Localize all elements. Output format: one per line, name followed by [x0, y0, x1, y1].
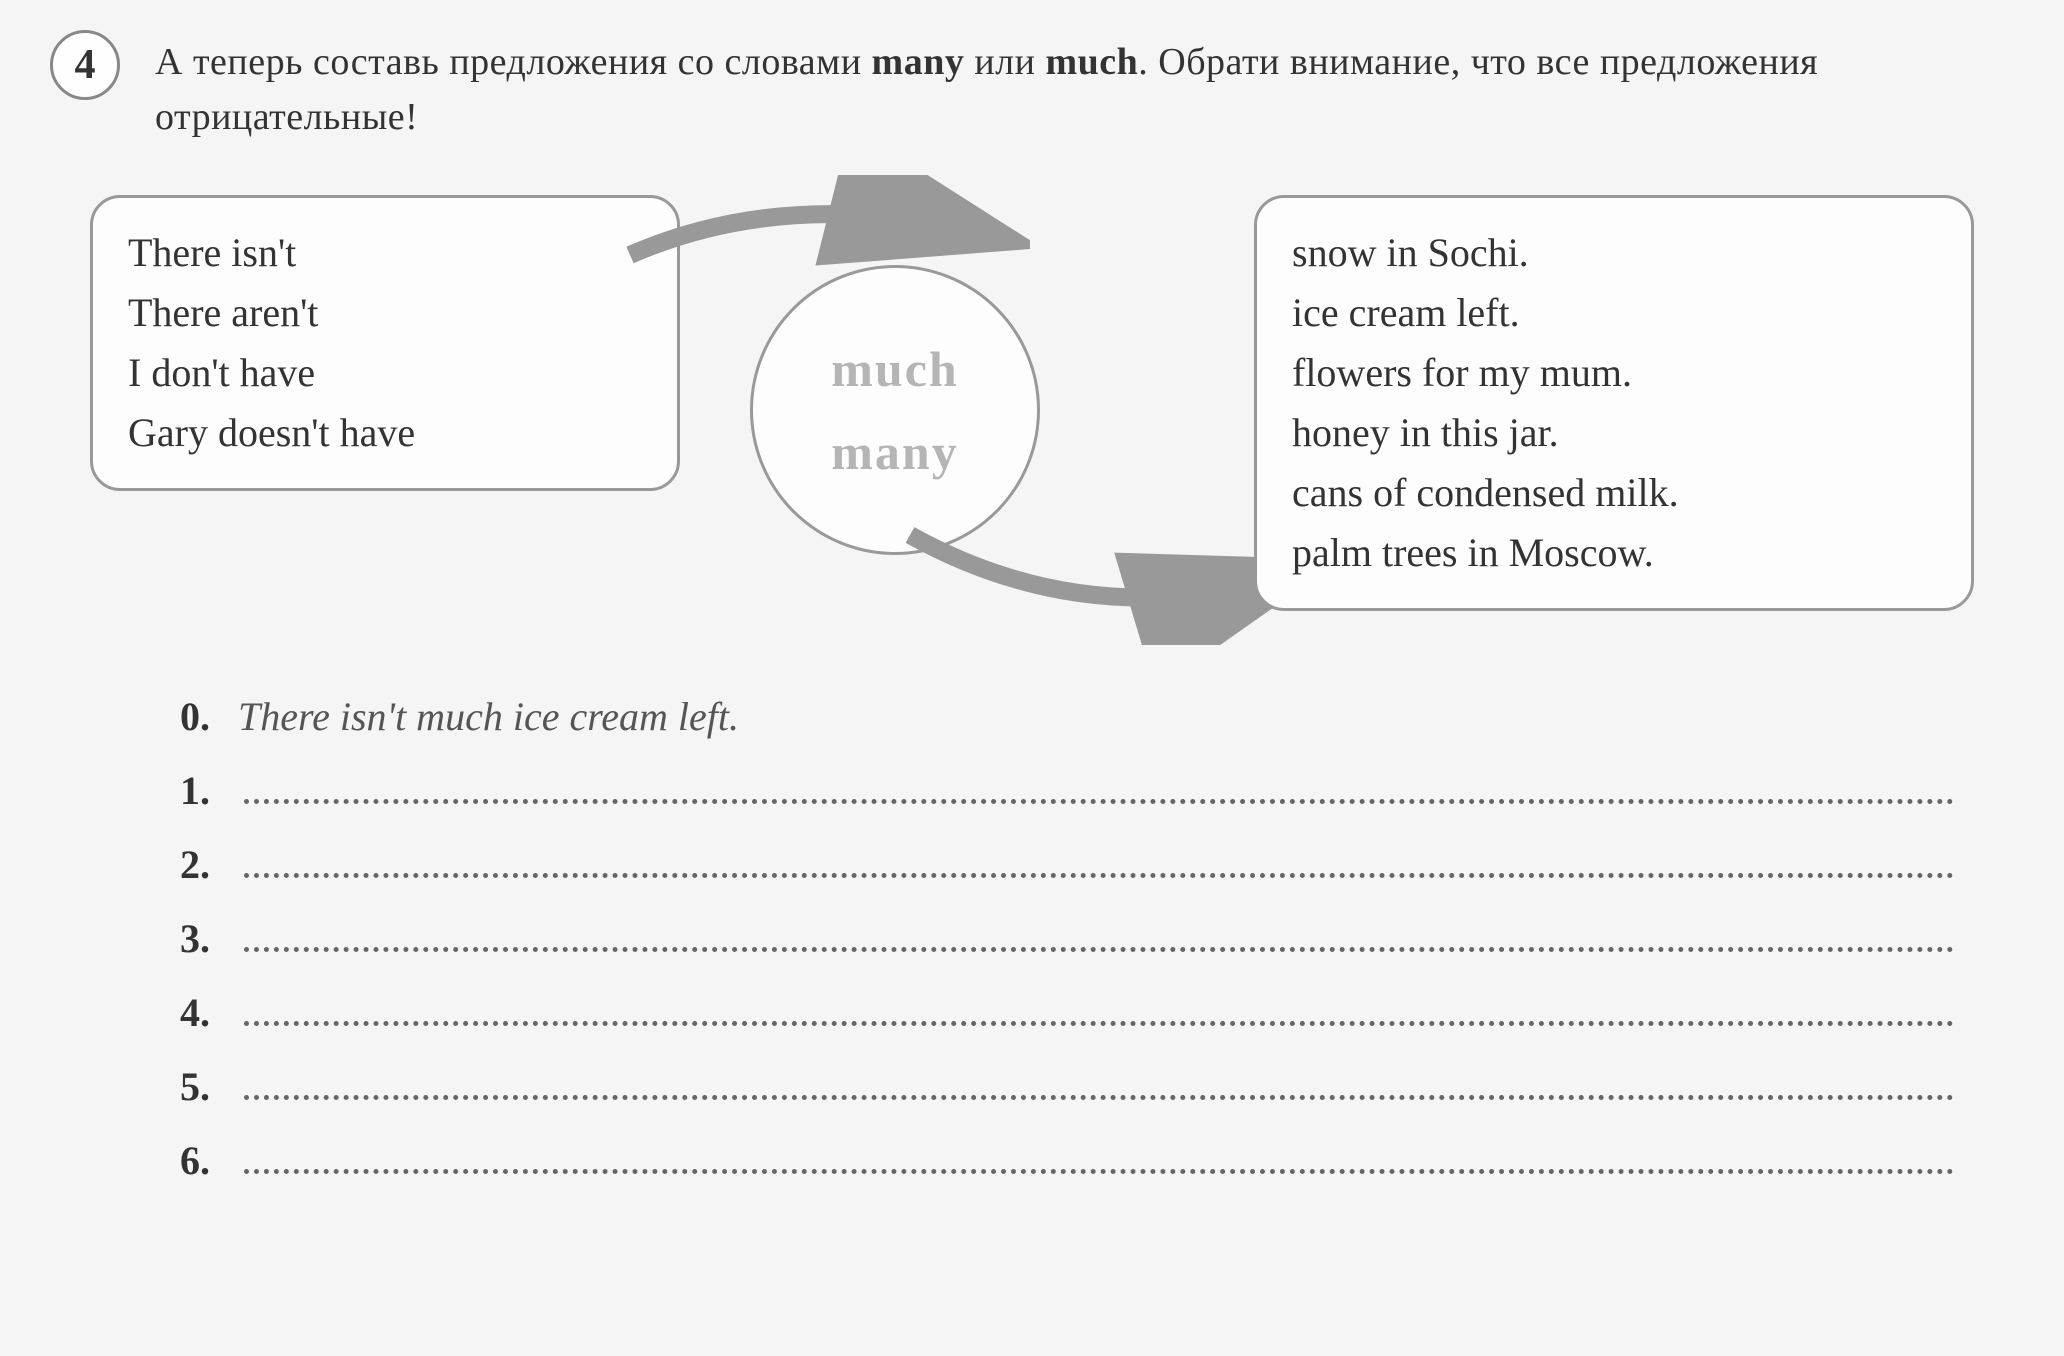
exercise-container: 4 А теперь составь предложения со словам…: [50, 30, 2014, 1193]
right-line-5: palm trees in Moscow.: [1292, 523, 1936, 583]
answer-example-line: 0. There isn't much ice cream left.: [180, 685, 1954, 749]
header-row: 4 А теперь составь предложения со словам…: [50, 30, 2014, 145]
exercise-number: 4: [75, 41, 96, 89]
right-line-4: cans of condensed milk.: [1292, 463, 1936, 523]
bold-much: much: [1045, 41, 1138, 83]
answer-num-6: 6.: [180, 1129, 220, 1193]
left-line-1: There aren't: [128, 283, 642, 343]
answer-example-text: There isn't much ice cream left.: [238, 685, 739, 749]
diagram-area: There isn't There aren't I don't have Ga…: [50, 175, 2014, 645]
left-line-3: Gary doesn't have: [128, 403, 642, 463]
answer-line-4: 4.: [180, 981, 1954, 1045]
dotted-fill-1[interactable]: [244, 772, 1954, 804]
answer-num-4: 4.: [180, 981, 220, 1045]
left-line-2: I don't have: [128, 343, 642, 403]
left-line-0: There isn't: [128, 223, 642, 283]
dotted-fill-5[interactable]: [244, 1068, 1954, 1100]
answer-section: 0. There isn't much ice cream left. 1. 2…: [50, 685, 2014, 1193]
instruction-part1: А теперь составь предложения со словами: [155, 41, 872, 83]
right-line-3: honey in this jar.: [1292, 403, 1936, 463]
answer-num-1: 1.: [180, 759, 220, 823]
right-line-0: snow in Sochi.: [1292, 223, 1936, 283]
instruction-text: А теперь составь предложения со словами …: [155, 30, 2014, 145]
left-box: There isn't There aren't I don't have Ga…: [90, 195, 680, 491]
right-box: snow in Sochi. ice cream left. flowers f…: [1254, 195, 1974, 611]
answer-num-5: 5.: [180, 1055, 220, 1119]
dotted-fill-3[interactable]: [244, 920, 1954, 952]
answer-line-3: 3.: [180, 907, 1954, 971]
dotted-fill-6[interactable]: [244, 1142, 1954, 1174]
right-line-2: flowers for my mum.: [1292, 343, 1936, 403]
answer-line-6: 6.: [180, 1129, 1954, 1193]
answer-num-2: 2.: [180, 833, 220, 897]
circle-word-much: much: [831, 340, 958, 398]
exercise-number-badge: 4: [50, 30, 120, 100]
answer-num-0: 0.: [180, 685, 220, 749]
right-line-1: ice cream left.: [1292, 283, 1936, 343]
arrow-top-icon: [610, 175, 1030, 295]
answer-line-2: 2.: [180, 833, 1954, 897]
bold-many: many: [872, 41, 965, 83]
circle-word-many: many: [831, 423, 958, 481]
answer-line-1: 1.: [180, 759, 1954, 823]
instruction-part2: или: [964, 41, 1045, 83]
dotted-fill-2[interactable]: [244, 846, 1954, 878]
answer-num-3: 3.: [180, 907, 220, 971]
dotted-fill-4[interactable]: [244, 994, 1954, 1026]
answer-line-5: 5.: [180, 1055, 1954, 1119]
